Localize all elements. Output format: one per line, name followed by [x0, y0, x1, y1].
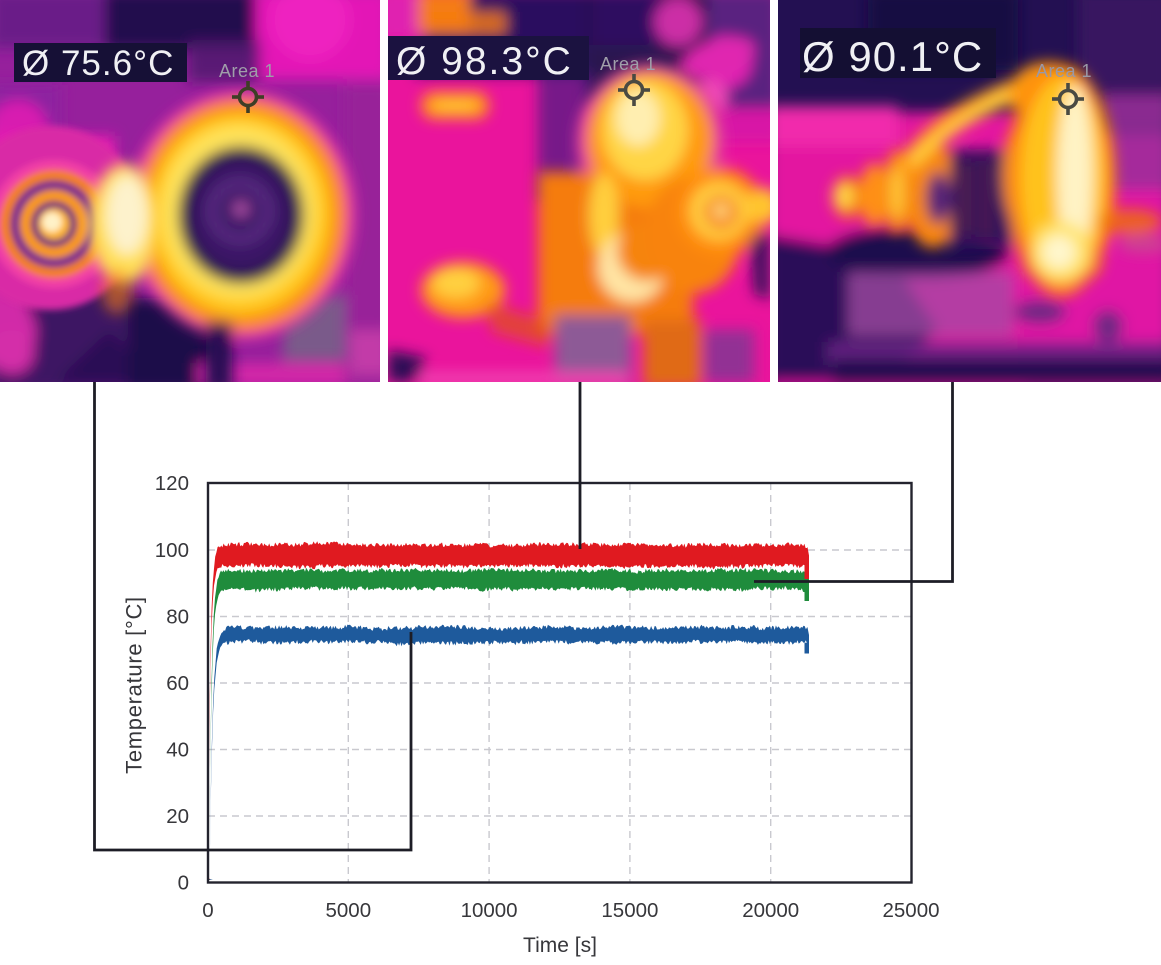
svg-text:20000: 20000 — [742, 899, 799, 922]
svg-text:Area 1: Area 1 — [219, 61, 275, 81]
svg-text:120: 120 — [155, 472, 189, 495]
svg-text:Ø 75.6°C: Ø 75.6°C — [22, 44, 174, 83]
svg-text:40: 40 — [166, 739, 189, 762]
svg-text:100: 100 — [155, 539, 189, 562]
svg-text:Temperature [°C]: Temperature [°C] — [122, 596, 147, 774]
svg-text:Ø 98.3°C: Ø 98.3°C — [396, 40, 573, 83]
svg-text:60: 60 — [166, 672, 189, 695]
svg-text:Area 1: Area 1 — [600, 54, 656, 74]
svg-text:Time [s]: Time [s] — [523, 934, 597, 957]
svg-text:0: 0 — [202, 899, 213, 922]
svg-text:10000: 10000 — [461, 899, 518, 922]
svg-text:0: 0 — [178, 872, 189, 895]
svg-text:Area 1: Area 1 — [1036, 61, 1092, 81]
svg-text:25000: 25000 — [882, 899, 939, 922]
svg-text:80: 80 — [166, 606, 189, 629]
svg-text:5000: 5000 — [325, 899, 371, 922]
svg-text:Ø 90.1°C: Ø 90.1°C — [802, 33, 983, 80]
svg-text:15000: 15000 — [601, 899, 658, 922]
svg-text:20: 20 — [166, 805, 189, 828]
